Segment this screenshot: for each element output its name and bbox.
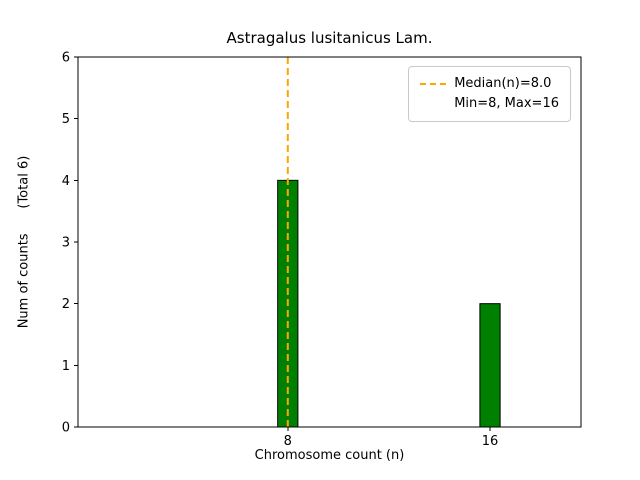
legend-entry-median: Median(n)=8.0 — [420, 74, 559, 94]
y-axis-label: Num of counts (Total 6) — [16, 155, 32, 329]
chart-title: Astragalus lusitanicus Lam. — [226, 29, 433, 47]
legend-entry-minmax: Min=8, Max=16 — [454, 94, 559, 114]
bar — [479, 303, 501, 428]
y-tick-label: 6 — [62, 51, 70, 66]
y-tick-label: 2 — [62, 297, 70, 312]
y-tick-label: 1 — [62, 359, 70, 374]
y-tick-label: 4 — [62, 174, 70, 189]
y-tick-label: 5 — [62, 112, 70, 127]
legend: Median(n)=8.0 Min=8, Max=16 — [408, 66, 571, 123]
legend-label-median: Median(n)=8.0 — [454, 76, 552, 91]
x-axis-label: Chromosome count (n) — [254, 448, 405, 463]
median-dashed-line-sample — [420, 83, 447, 86]
y-tick-label: 0 — [62, 421, 70, 436]
y-tick-label: 3 — [62, 236, 70, 251]
x-tick-label: 8 — [284, 434, 292, 449]
legend-label-minmax: Min=8, Max=16 — [454, 96, 559, 112]
x-tick-label: 16 — [482, 434, 499, 449]
